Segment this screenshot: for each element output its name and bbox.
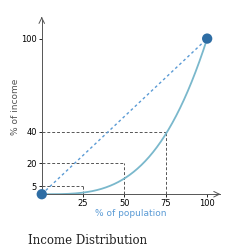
Y-axis label: % of income: % of income xyxy=(11,79,20,135)
Point xyxy=(204,37,208,41)
X-axis label: % of population: % of population xyxy=(95,209,166,218)
Point xyxy=(40,192,43,196)
Text: Income Distribution: Income Distribution xyxy=(28,234,146,247)
